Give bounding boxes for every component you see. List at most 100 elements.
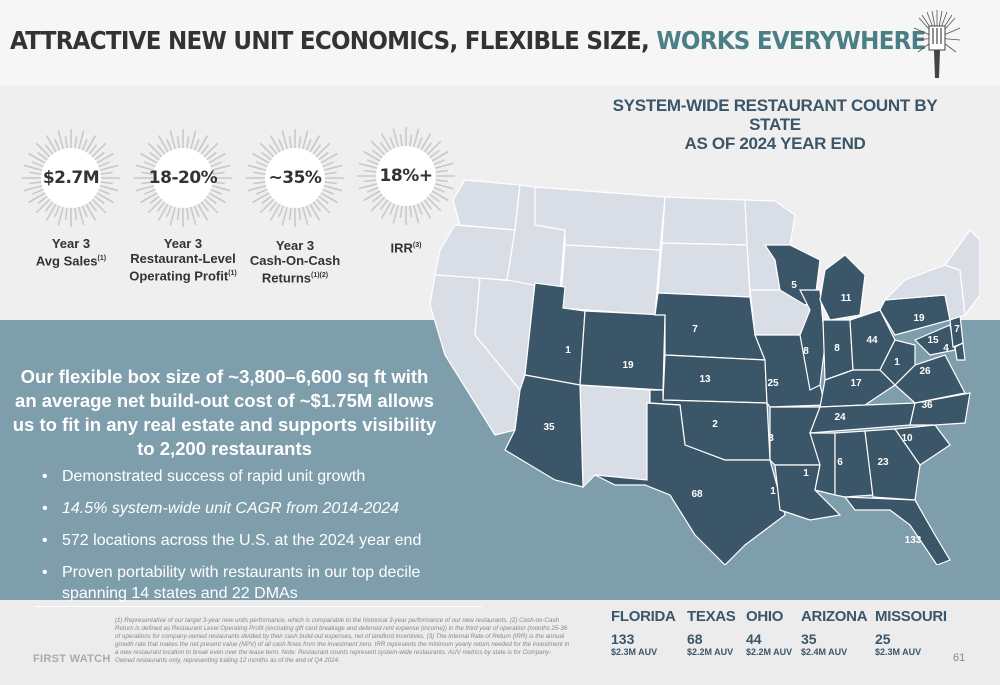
state-count-nc: 36 xyxy=(921,400,933,411)
state-co xyxy=(579,310,666,391)
state-count-mo: 25 xyxy=(767,378,779,389)
sunburst-badge-icon xyxy=(357,127,455,225)
metric-badge-irr: 18%+ xyxy=(356,126,456,226)
state-wv xyxy=(879,339,916,386)
label-line: Avg Sales xyxy=(35,253,98,269)
label-line: Year 3 xyxy=(275,238,315,253)
stat-florida: FLORIDA 133 $2.3M AUV xyxy=(611,608,676,657)
state-new-england xyxy=(944,229,980,317)
stat-auv: $2.2M AUV xyxy=(746,647,793,657)
state-count-fl: 133 xyxy=(905,535,922,546)
stat-count: 133 xyxy=(611,631,635,647)
state-count-ks: 13 xyxy=(699,374,711,385)
stat-count: 68 xyxy=(687,631,703,647)
stat-state-name: TEXAS xyxy=(687,608,736,625)
state-sd xyxy=(657,242,751,298)
metric-value: ~35% xyxy=(268,168,322,188)
footer-strip xyxy=(0,600,1000,685)
map-title-line: AS OF 2024 YEAR END xyxy=(684,134,866,153)
state-count-ok: 2 xyxy=(712,419,718,430)
label-line: Operating Profit xyxy=(129,268,229,284)
metric-value: 18-20% xyxy=(148,168,218,188)
state-tx xyxy=(594,402,786,565)
footnote-marker: (1)(2) xyxy=(311,272,329,279)
brand-logo-text: FIRST WATCH xyxy=(33,653,111,665)
label-line: IRR xyxy=(390,240,413,256)
bullet-list: Demonstrated success of rapid unit growt… xyxy=(42,466,462,615)
stat-ohio: OHIO 44 $2.2M AUV xyxy=(746,608,792,657)
state-count-tx: 68 xyxy=(691,489,703,500)
state-count-labels: 1 19 35 7 13 2 68 5 11 8 8 44 19 7 15 4 25 17 1 26 36 24 10 3 1 6… xyxy=(543,280,960,546)
title-accent: WORKS EVERYWHERE xyxy=(656,26,926,55)
stat-auv: $2.3M AUV xyxy=(875,647,922,657)
metric-badge-cash-returns: ~35% xyxy=(245,128,345,228)
state-count-ut: 1 xyxy=(565,345,571,356)
fork-sunburst-icon xyxy=(913,10,961,78)
state-count-ky: 17 xyxy=(850,378,862,389)
state-mi xyxy=(819,254,866,321)
headline: Our flexible box size of ~3,800–6,600 sq… xyxy=(12,366,437,459)
footnote: (1) Representative of our target 3-year … xyxy=(115,617,570,664)
state-wa xyxy=(452,179,521,231)
state-count-tn: 24 xyxy=(834,412,846,423)
metric-badge-avg-sales: $2.7M xyxy=(21,128,121,228)
bullet-item: Proven portability with restaurants in o… xyxy=(42,562,462,604)
us-restaurant-map: 1 19 35 7 13 2 68 5 11 8 8 44 19 7 15 4 25 17 1 26 36 24 10 3 1 6… xyxy=(429,179,980,565)
state-count-de: 4 xyxy=(943,343,949,354)
state-fl xyxy=(843,496,951,565)
state-nc xyxy=(909,392,971,426)
map-title-line: STATE xyxy=(749,115,801,134)
metric-label: Year 3 Avg Sales(1) xyxy=(1,236,141,268)
page-title: ATTRACTIVE NEW UNIT ECONOMICS, FLEXIBLE … xyxy=(10,26,926,55)
state-count-wv: 1 xyxy=(894,357,900,368)
state-count-la: 1 xyxy=(770,486,776,497)
state-count-ga: 23 xyxy=(877,457,889,468)
stat-auv: $2.4M AUV xyxy=(801,647,848,657)
label-line: Cash-On-Cash xyxy=(249,253,341,268)
stat-count: 35 xyxy=(801,631,817,647)
stat-texas: TEXAS 68 $2.2M AUV xyxy=(687,608,736,657)
stat-state-name: ARIZONA xyxy=(801,608,868,625)
state-count-nj: 7 xyxy=(954,324,960,335)
metric-value: $2.7M xyxy=(42,168,100,188)
map-title-line: SYSTEM-WIDE RESTAURANT COUNT BY xyxy=(612,96,938,115)
state-al xyxy=(834,430,874,498)
sunburst-badge-icon xyxy=(246,129,344,227)
state-ms xyxy=(809,432,836,496)
metric-label: IRR(3) xyxy=(336,238,476,255)
stat-auv: $2.3M AUV xyxy=(611,647,658,657)
footnote-marker: (1) xyxy=(97,255,107,262)
stat-state-name: FLORIDA xyxy=(611,608,676,625)
bullet-item: 14.5% system-wide unit CAGR from 2014-20… xyxy=(42,498,462,519)
sunburst-badge-icon xyxy=(22,129,120,227)
stat-auv: $2.2M AUV xyxy=(687,647,734,657)
metric-label: Year 3 Cash-On-Cash Returns(1)(2) xyxy=(225,238,365,285)
state-count-sc: 10 xyxy=(901,433,913,444)
label-line: Returns xyxy=(261,270,311,286)
state-count-mi: 11 xyxy=(841,293,852,304)
state-count-ne: 7 xyxy=(692,324,698,335)
stat-missouri: MISSOURI 25 $2.3M AUV xyxy=(875,608,947,657)
state-count-wi: 5 xyxy=(791,280,797,291)
map-title: SYSTEM-WIDE RESTAURANT COUNT BY STATE AS… xyxy=(600,96,950,153)
state-count-il: 8 xyxy=(803,346,809,357)
state-ne xyxy=(654,292,766,361)
state-count-va: 26 xyxy=(919,366,931,377)
state-count-oh: 44 xyxy=(866,335,878,346)
stat-state-name: MISSOURI xyxy=(875,608,947,625)
stat-count: 44 xyxy=(746,631,762,647)
state-count-in: 8 xyxy=(834,343,840,354)
header: ATTRACTIVE NEW UNIT ECONOMICS, FLEXIBLE … xyxy=(0,0,1000,86)
stat-count: 25 xyxy=(875,631,891,647)
state-ks xyxy=(662,354,768,404)
metric-label: Year 3 Restaurant-Level Operating Profit… xyxy=(113,236,253,283)
footnote-marker: (1) xyxy=(228,270,237,277)
sunburst-badge-icon xyxy=(134,129,232,227)
state-count-pa: 19 xyxy=(913,313,925,324)
state-ga xyxy=(864,428,921,501)
bullet-item: 572 locations across the U.S. at the 202… xyxy=(42,530,462,551)
label-line: Restaurant-Level xyxy=(130,251,236,266)
state-az xyxy=(504,374,584,488)
divider xyxy=(34,606,482,607)
state-count-ar: 3 xyxy=(768,433,774,444)
